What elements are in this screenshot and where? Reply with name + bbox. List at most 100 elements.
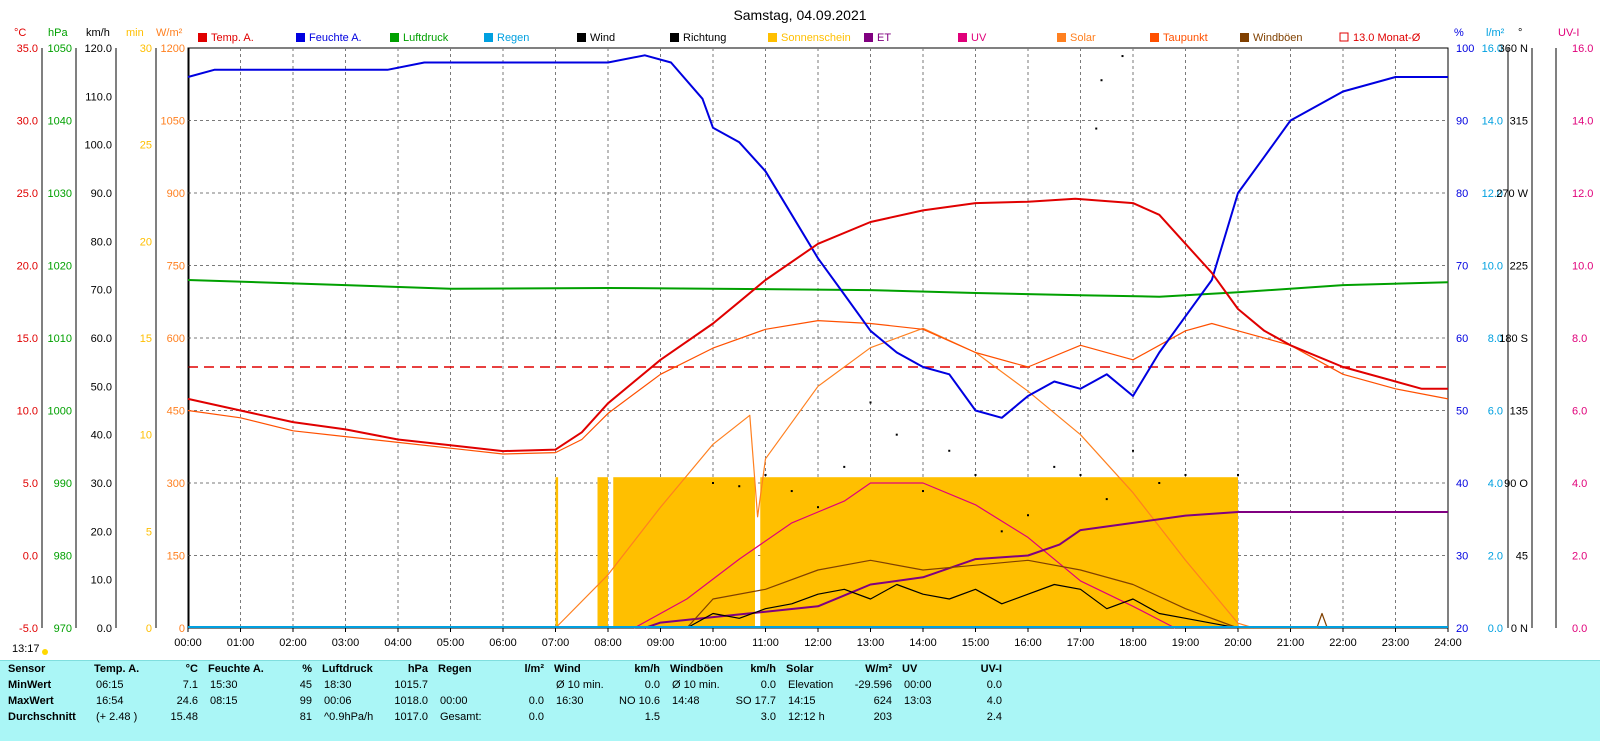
stats-header: Feuchte A.	[208, 663, 264, 675]
legend-swatch	[864, 33, 873, 42]
legend-label: Richtung	[683, 32, 726, 44]
axis-tick-label: 4.0	[1572, 478, 1587, 490]
x-tick-label: 22:00	[1329, 637, 1357, 649]
legend-swatch	[484, 33, 493, 42]
stats-header: UV	[902, 663, 918, 675]
axis-tick-label: 5	[146, 526, 152, 538]
stats-cell-value: 99	[299, 695, 312, 707]
axis-tick-label: 0	[179, 623, 185, 635]
stats-cell-key: 14:15	[788, 695, 816, 707]
axis-tick-label: 15.0	[17, 333, 38, 345]
axis-tick-label: 1010	[48, 333, 72, 345]
x-tick-label: 21:00	[1277, 637, 1305, 649]
x-tick-label: 19:00	[1172, 637, 1200, 649]
axes: °C 35.0 30.0 25.0 20.0 15.0 10.0 5.0 0.0 -5.0 hPa 1…	[14, 27, 1593, 649]
stats-header-unit: °C	[185, 663, 198, 675]
chart-marks	[187, 54, 1449, 629]
axis-tick-label: 5.0	[23, 478, 38, 490]
axis-tick-label: 1020	[48, 261, 72, 273]
axis-tick-label: 25	[140, 140, 152, 152]
direction-point	[817, 506, 819, 509]
x-tick-label: 20:00	[1224, 637, 1252, 649]
stats-cell-key: 14:48	[672, 695, 700, 707]
axis-unit-label: %	[1454, 27, 1464, 39]
axis-tick-label: 2.0	[1488, 551, 1503, 563]
stats-header-unit: UV-I	[980, 663, 1002, 675]
stats-cell-key: 00:00	[440, 695, 468, 707]
direction-point	[869, 401, 872, 404]
stats-cell-key: 13:03	[904, 695, 932, 707]
stats-header-unit: l/m²	[524, 663, 544, 675]
stats-cell-key: (+ 2.48 )	[96, 711, 138, 723]
axis-tick-label: 450	[167, 406, 185, 418]
direction-point	[1132, 449, 1134, 452]
legend-swatch	[958, 33, 967, 42]
axis-tick-label: 0.0	[1488, 623, 1503, 635]
axis-tick-label: 360 N	[1499, 43, 1528, 55]
stats-cell-value: 15.48	[170, 711, 198, 723]
legend-label: Sonnenschein	[781, 32, 851, 44]
stats-header: Solar	[786, 663, 814, 675]
stats-cell-key: 00:00	[904, 679, 932, 691]
stats-header-unit: W/m²	[865, 663, 892, 675]
chart-title: Samstag, 04.09.2021	[733, 7, 866, 23]
x-tick-label: 09:00	[647, 637, 675, 649]
direction-point	[843, 465, 846, 468]
sunshine-block	[613, 477, 755, 628]
stats-cell-value: 1018.0	[394, 695, 428, 707]
axis-unit-label: min	[126, 27, 144, 39]
axis-tick-label: 315	[1510, 116, 1528, 128]
stats-cell-key: 06:15	[96, 679, 124, 691]
axis-tick-label: 90 O	[1504, 478, 1528, 490]
direction-point	[712, 482, 714, 484]
direction-point	[1237, 473, 1239, 476]
axis-tick-label: 180 S	[1499, 333, 1528, 345]
x-tick-label: 16:00	[1014, 637, 1042, 649]
stats-cell-key: Gesamt:	[440, 711, 482, 723]
axis-tick-label: 12.0	[1572, 188, 1593, 200]
direction-point	[1095, 127, 1098, 130]
axis-tick-label: 0 N	[1511, 623, 1528, 635]
timestamp: 13:17	[12, 643, 40, 655]
stats-cell-value: 1.5	[644, 711, 660, 723]
axis-tick-label: 135	[1510, 406, 1528, 418]
axis-tick-label: 120.0	[84, 43, 112, 55]
x-tick-label: 00:00	[174, 637, 202, 649]
axis-tick-label: 750	[167, 261, 185, 273]
direction-point	[1184, 473, 1187, 476]
axis-tick-label: 20	[140, 236, 152, 248]
direction-point	[738, 485, 741, 488]
x-tick-label: 14:00	[909, 637, 937, 649]
axis-tick-label: 12.0	[1482, 188, 1503, 200]
direction-point	[922, 490, 924, 493]
series-line-solar	[555, 327, 1254, 629]
direction-point	[974, 473, 977, 476]
x-tick-label: 02:00	[279, 637, 307, 649]
x-tick-label: 10:00	[699, 637, 727, 649]
x-tick-label: 23:00	[1382, 637, 1410, 649]
direction-point	[790, 490, 793, 493]
series-line-wind	[686, 583, 1239, 629]
stats-cell-value: 45	[299, 679, 312, 691]
direction-point	[1121, 55, 1124, 58]
legend-swatch	[1339, 32, 1349, 42]
axis-tick-label: 30.0	[91, 478, 112, 490]
series-line-uv	[634, 482, 1176, 629]
stats-header: Temp. A.	[94, 663, 140, 675]
axis-tick-label: 30	[140, 43, 152, 55]
direction-point	[764, 473, 767, 476]
x-tick-label: 18:00	[1119, 637, 1147, 649]
x-tick-label: 05:00	[437, 637, 465, 649]
axis-tick-label: 80	[1456, 188, 1468, 200]
axis-tick-label: 1000	[48, 406, 72, 418]
axis-tick-label: 8.0	[1488, 333, 1503, 345]
axis-tick-label: 14.0	[1572, 116, 1593, 128]
axis-tick-label: 30	[1456, 551, 1468, 563]
x-tick-label: 07:00	[542, 637, 570, 649]
legend-label: Windböen	[1253, 32, 1303, 44]
axis-tick-label: 35.0	[17, 43, 38, 55]
stats-cell-key: 16:30	[556, 695, 584, 707]
stats-row-label: MaxWert	[8, 695, 54, 707]
stats-cell-value: 81	[299, 711, 312, 723]
axis-tick-label: 600	[167, 333, 185, 345]
